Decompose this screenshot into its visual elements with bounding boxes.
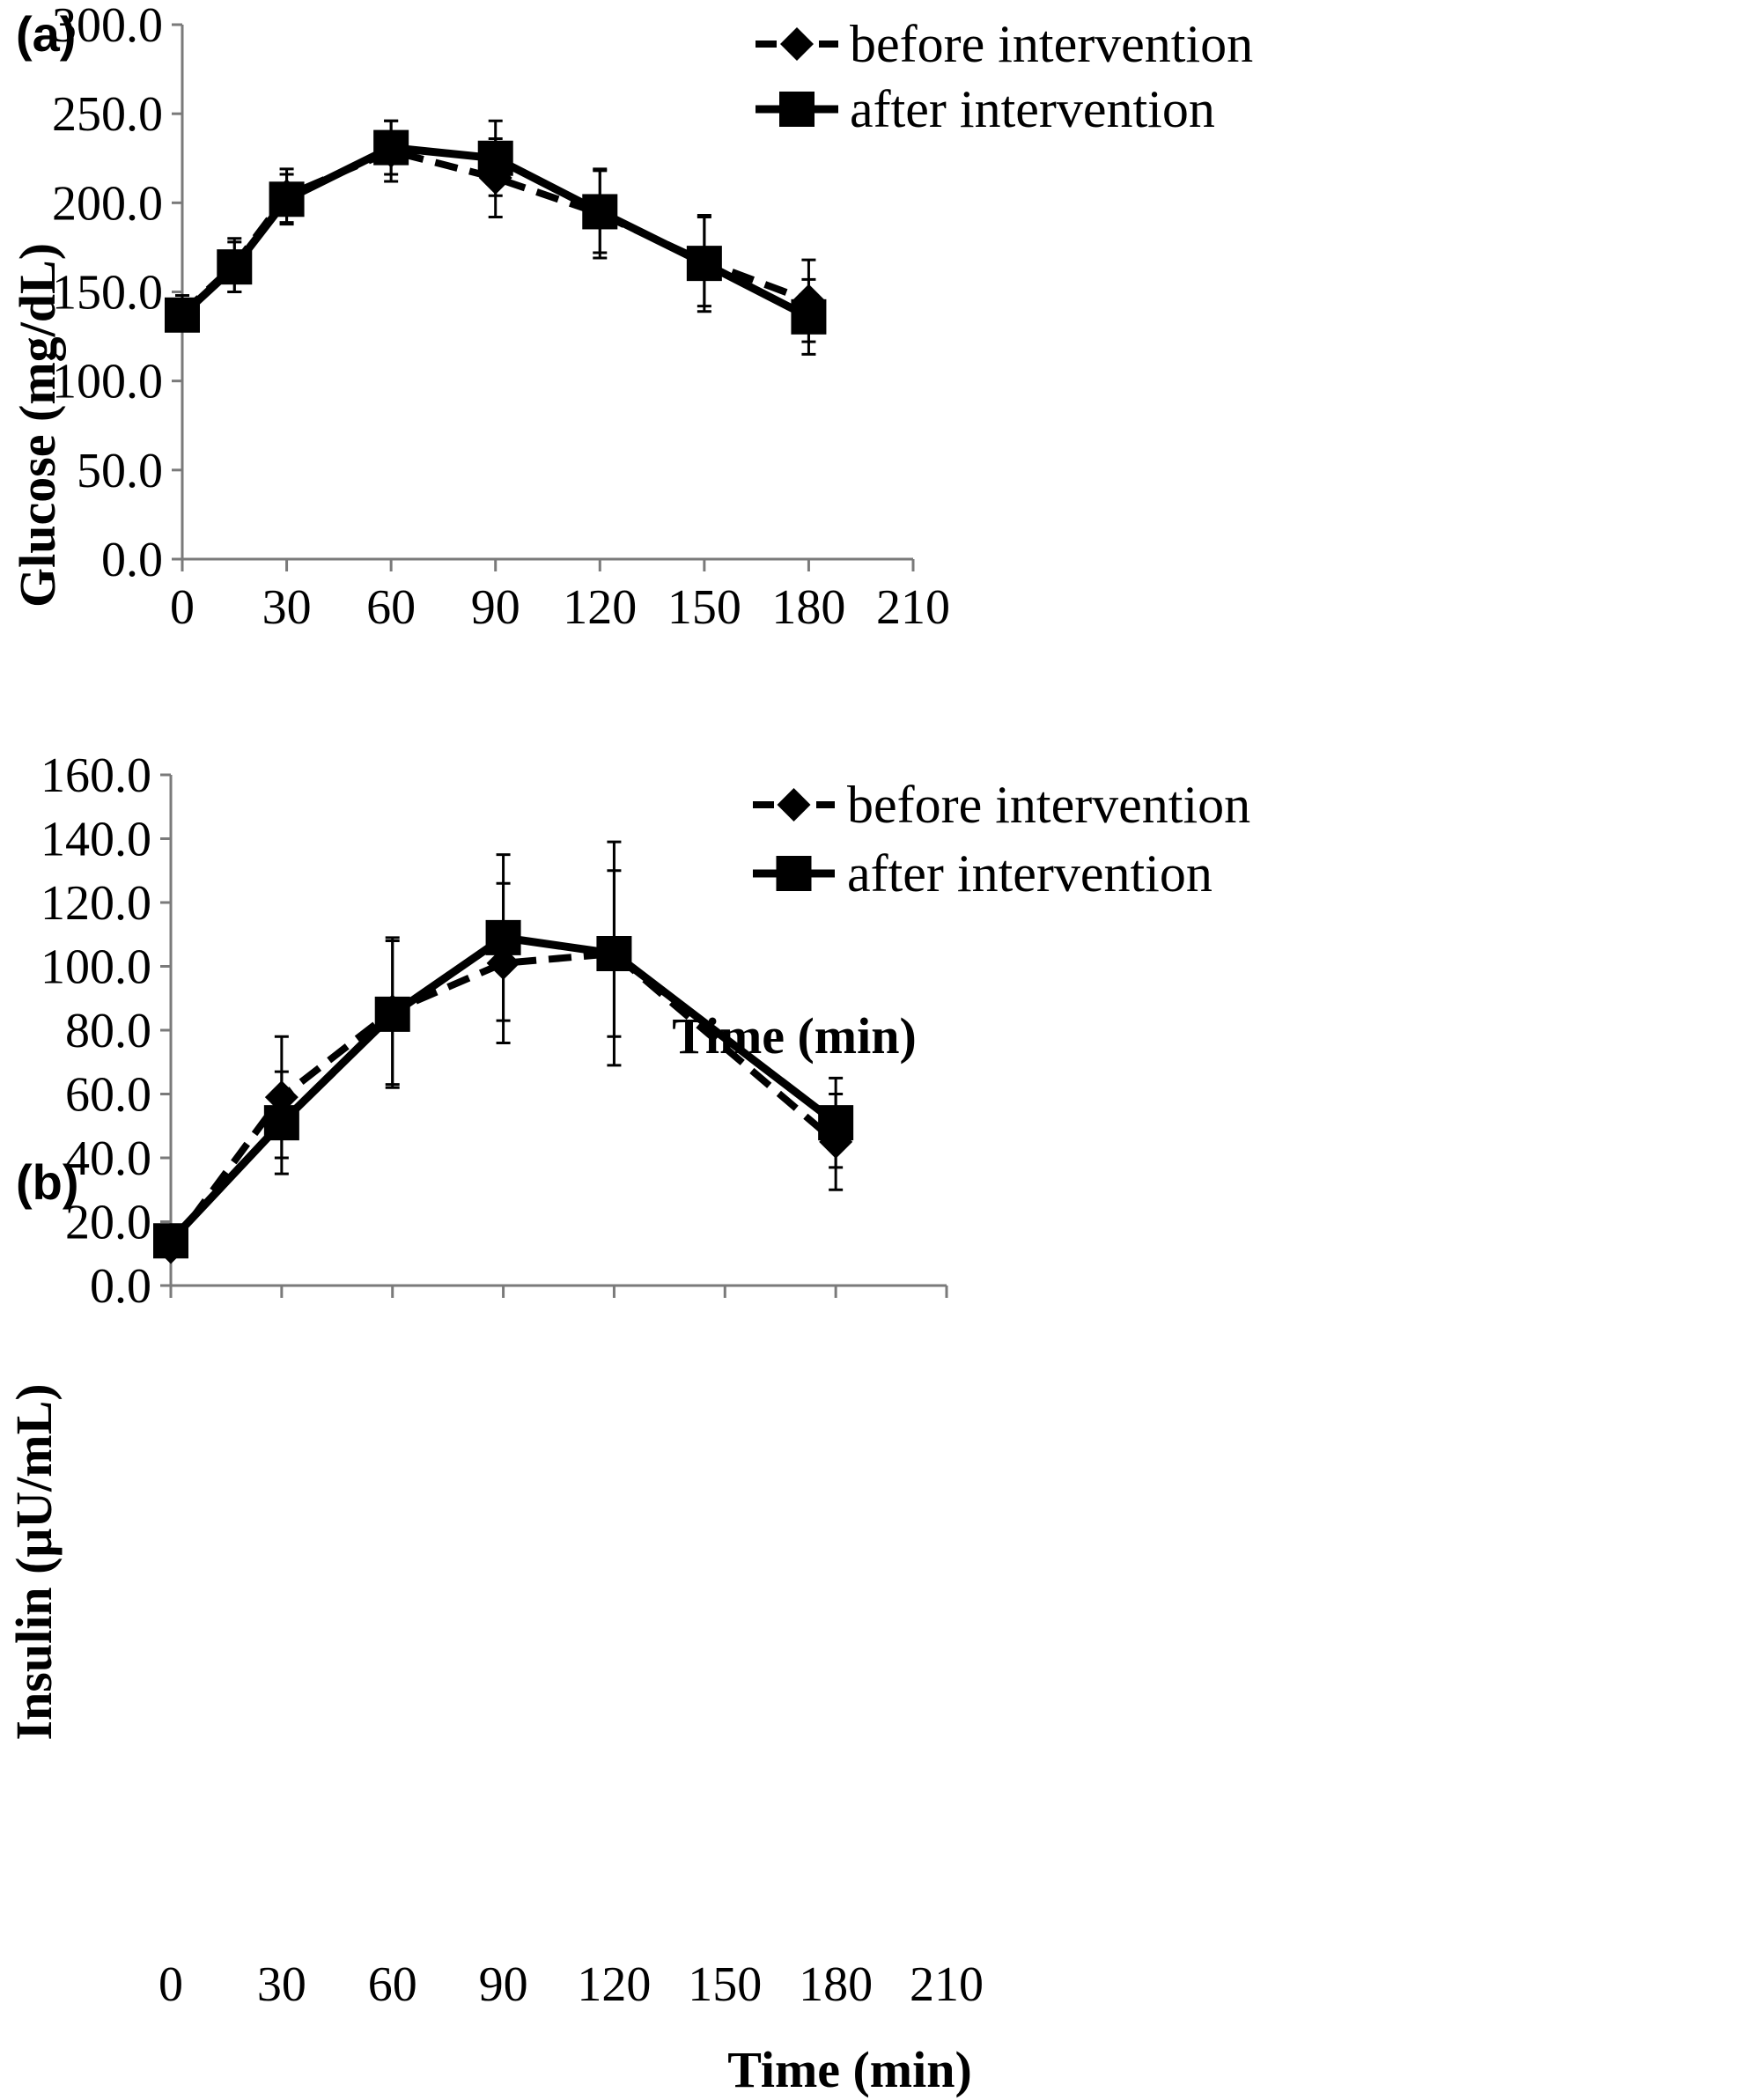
insulin-after-point <box>263 1105 299 1141</box>
insulin-legend-after-label: after intervention <box>847 844 1213 903</box>
insulin-y-tick-label: 80.0 <box>65 1004 151 1058</box>
insulin-x-tick-label: 210 <box>910 1957 984 2012</box>
insulin-y-tick-label: 0.0 <box>90 1259 151 1314</box>
glucose-chart: (a) Time (min) Glucose (mg/dL) 0.050.010… <box>9 0 1253 1065</box>
insulin-y-tick-label: 40.0 <box>65 1131 151 1186</box>
insulin-y-tick-label: 160.0 <box>41 748 151 803</box>
insulin-x-tick-label: 90 <box>479 1957 528 2012</box>
insulin-legend: before intervention after intervention <box>753 776 1250 903</box>
insulin-x-tick-label: 120 <box>577 1957 651 2012</box>
glucose-legend-after-marker <box>779 92 815 127</box>
insulin-y-tick-label: 100.0 <box>41 940 151 995</box>
glucose-legend: before intervention after intervention <box>756 15 1253 138</box>
glucose-x-tick-label: 60 <box>366 580 416 635</box>
glucose-y-tick-label: 150.0 <box>52 266 163 321</box>
insulin-legend-before-label: before intervention <box>847 776 1250 834</box>
insulin-markers <box>153 919 854 1264</box>
glucose-y-tick-label: 200.0 <box>52 176 163 231</box>
glucose-x-tick-label: 180 <box>771 580 845 635</box>
panel-label-b: (b) <box>16 1154 79 1210</box>
insulin-axes: 0.0 20.0 40.0 60.0 80.0 100.0 120.0 140.0 160.0 0… <box>41 748 984 2012</box>
panel-label-a: (a) <box>16 6 76 62</box>
insulin-series-lines <box>167 933 838 1249</box>
insulin-x-tick-label: 150 <box>688 1957 762 2012</box>
insulin-after-line <box>167 933 838 1244</box>
insulin-y-tick-label: 140.0 <box>41 813 151 867</box>
insulin-y-tick-label: 20.0 <box>65 1196 151 1250</box>
glucose-y-tick-label: 100.0 <box>52 355 163 409</box>
insulin-x-axis-title: Time (min) <box>727 2041 972 2098</box>
glucose-after-point <box>217 249 253 285</box>
glucose-markers <box>165 129 827 335</box>
glucose-y-tick-label: 250.0 <box>52 87 163 142</box>
insulin-after-point <box>374 996 410 1032</box>
insulin-y-tick-label: 60.0 <box>65 1068 151 1123</box>
insulin-after-point <box>818 1105 854 1141</box>
glucose-legend-before-label: before intervention <box>850 15 1253 73</box>
insulin-y-tick-label: 120.0 <box>41 876 151 931</box>
glucose-after-point <box>686 246 722 282</box>
insulin-after-point <box>153 1223 188 1259</box>
glucose-x-tick-label: 90 <box>471 580 520 635</box>
glucose-x-tick-label: 120 <box>563 580 637 635</box>
glucose-x-tick-label: 30 <box>262 580 312 635</box>
glucose-after-point <box>791 298 827 335</box>
insulin-chart: (b) Time (min) Insulin (μU/mL) 0.0 20.0 40… <box>5 748 1250 2098</box>
glucose-y-tick-label: 300.0 <box>52 0 163 53</box>
insulin-x-tick-label: 60 <box>368 1957 417 2012</box>
insulin-x-tick-label: 30 <box>257 1957 306 2012</box>
glucose-y-tick-label: 50.0 <box>77 444 163 498</box>
insulin-x-tick-label: 180 <box>799 1957 873 2012</box>
glucose-after-point <box>582 194 618 230</box>
glucose-after-point <box>165 297 200 333</box>
glucose-after-point <box>477 140 513 176</box>
glucose-legend-after-label: after intervention <box>850 80 1215 138</box>
glucose-y-tick-label: 0.0 <box>101 533 163 587</box>
glucose-x-tick-label: 150 <box>667 580 741 635</box>
glucose-legend-before-marker <box>780 27 814 61</box>
glucose-y-axis-title: Glucose (mg/dL) <box>9 243 66 608</box>
insulin-after-point <box>485 919 521 955</box>
insulin-legend-after-marker <box>776 856 812 891</box>
glucose-axes: 0.0 50.0 100.0 150.0 200.0 250.0 300.0 0 30 60 90 1… <box>52 0 950 635</box>
glucose-x-tick-label: 210 <box>876 580 950 635</box>
insulin-legend-before-marker <box>777 788 811 822</box>
insulin-y-axis-title: Insulin (μU/mL) <box>5 1383 63 1740</box>
insulin-x-tick-label: 0 <box>158 1957 183 2012</box>
glucose-x-tick-label: 0 <box>170 580 195 635</box>
glucose-after-point <box>373 129 409 166</box>
glucose-after-point <box>269 181 305 217</box>
insulin-after-point <box>596 936 632 971</box>
